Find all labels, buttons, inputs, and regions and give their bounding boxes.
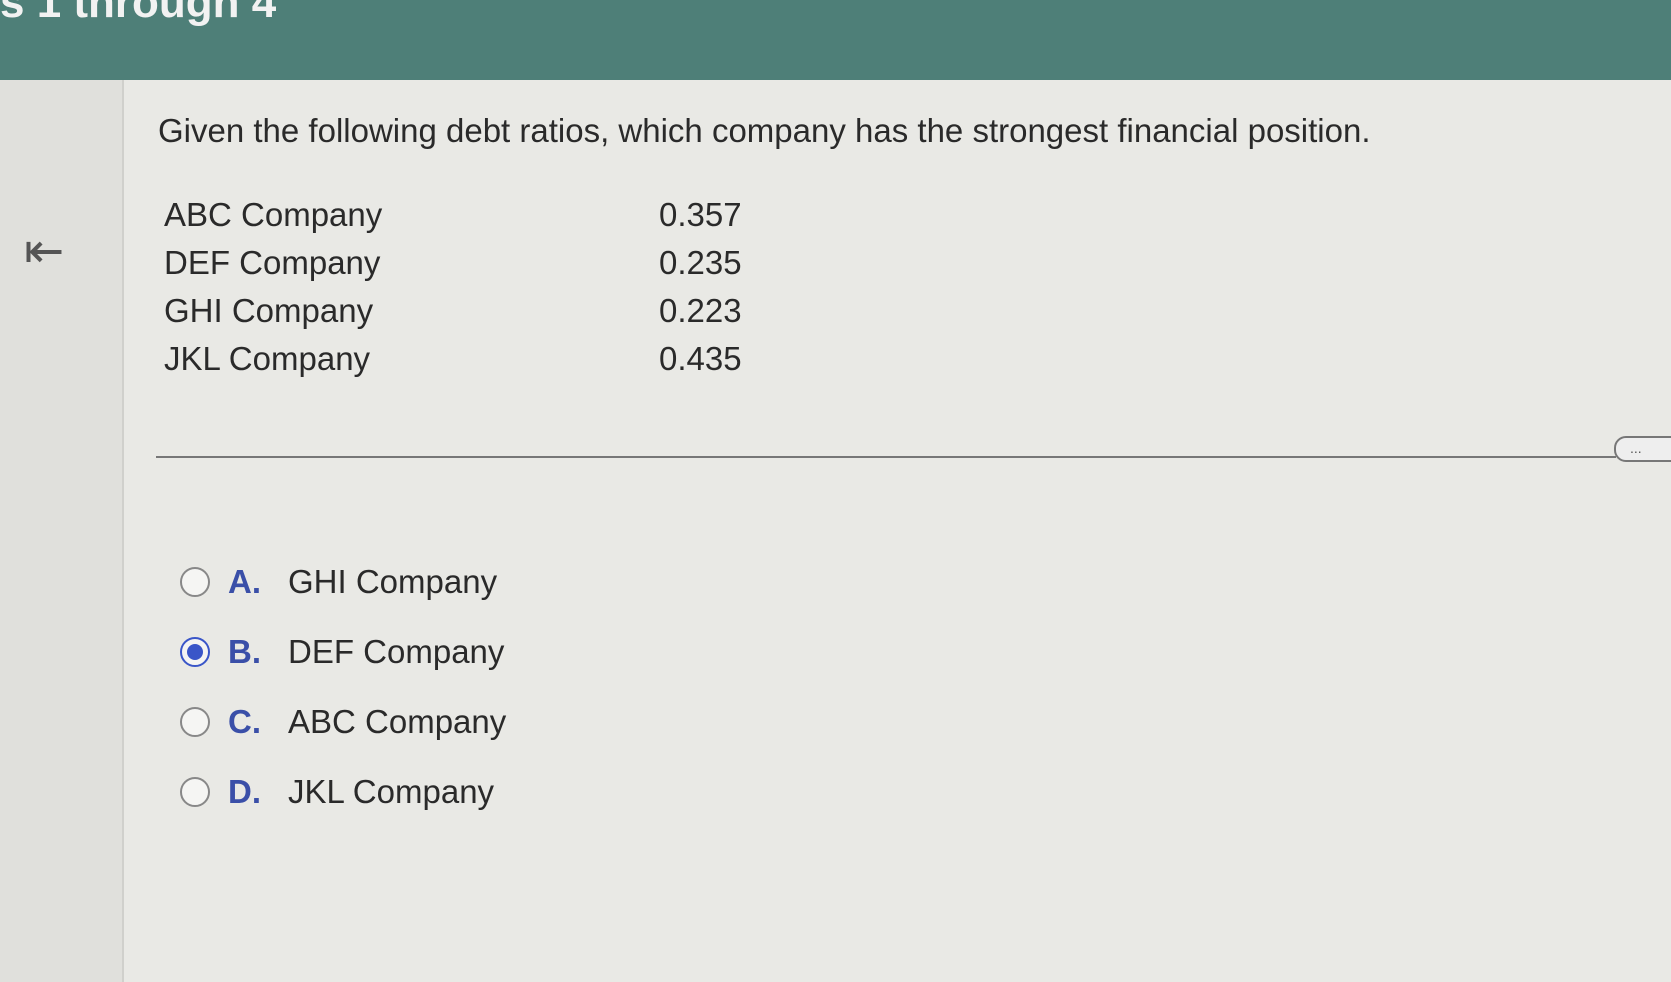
table-row: ABC Company 0.357 bbox=[164, 196, 742, 234]
company-name: JKL Company bbox=[164, 340, 371, 377]
option-d[interactable]: D. JKL Company bbox=[180, 773, 494, 811]
divider bbox=[156, 456, 1616, 458]
header-title: s 1 through 4 bbox=[0, 0, 277, 27]
option-b[interactable]: B. DEF Company bbox=[180, 633, 504, 671]
top-bar: s 1 through 4 bbox=[0, 0, 1671, 80]
option-label: GHI Company bbox=[288, 563, 498, 600]
table-row: DEF Company 0.235 bbox=[164, 244, 742, 282]
option-letter: B. bbox=[228, 633, 261, 670]
option-label: ABC Company bbox=[288, 703, 507, 740]
debt-ratio: 0.223 bbox=[659, 292, 742, 329]
option-letter: D. bbox=[228, 773, 261, 810]
debt-ratio: 0.357 bbox=[659, 196, 742, 233]
option-letter: C. bbox=[228, 703, 261, 740]
collapse-back-icon[interactable]: ⇤ bbox=[24, 225, 65, 278]
more-button[interactable]: ... bbox=[1614, 436, 1671, 462]
debt-ratio: 0.435 bbox=[659, 340, 742, 377]
question-panel bbox=[124, 80, 1671, 982]
radio-button[interactable] bbox=[180, 567, 210, 597]
option-a[interactable]: A. GHI Company bbox=[180, 563, 497, 601]
left-panel: ⇤ bbox=[0, 80, 124, 982]
option-label: DEF Company bbox=[288, 633, 505, 670]
table-row: GHI Company 0.223 bbox=[164, 292, 742, 330]
option-letter: A. bbox=[228, 563, 261, 600]
company-name: GHI Company bbox=[164, 292, 374, 329]
table-row: JKL Company 0.435 bbox=[164, 340, 742, 378]
debt-ratio: 0.235 bbox=[659, 244, 742, 281]
question-text: Given the following debt ratios, which c… bbox=[158, 112, 1371, 149]
company-name: ABC Company bbox=[164, 196, 383, 233]
option-label: JKL Company bbox=[288, 773, 495, 810]
option-c[interactable]: C. ABC Company bbox=[180, 703, 506, 741]
radio-button-selected[interactable] bbox=[180, 637, 210, 667]
radio-button[interactable] bbox=[180, 777, 210, 807]
company-name: DEF Company bbox=[164, 244, 381, 281]
radio-button[interactable] bbox=[180, 707, 210, 737]
